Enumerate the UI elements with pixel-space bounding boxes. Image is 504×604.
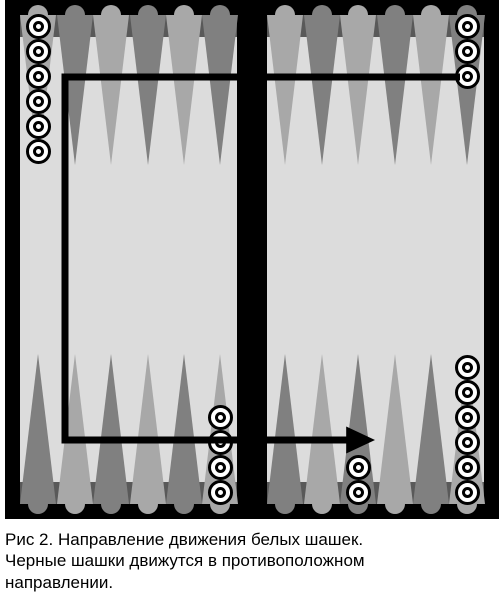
checker (26, 89, 51, 114)
checker (455, 355, 480, 380)
checker (26, 139, 51, 164)
caption-line-1: Рис 2. Направление движения белых шашек. (5, 530, 363, 549)
checker (455, 64, 480, 89)
figure-caption: Рис 2. Направление движения белых шашек.… (5, 529, 499, 593)
checker (208, 430, 233, 455)
checker (455, 405, 480, 430)
checker (26, 14, 51, 39)
checker (26, 114, 51, 139)
figure-wrapper: Рис 2. Направление движения белых шашек.… (0, 0, 504, 593)
checker (208, 455, 233, 480)
checker (346, 480, 371, 505)
checker (455, 380, 480, 405)
caption-line-2: Черные шашки движутся в противоположном (5, 551, 365, 570)
checker (26, 39, 51, 64)
checker (455, 430, 480, 455)
checker (208, 480, 233, 505)
checker (208, 405, 233, 430)
caption-line-3: направлении. (5, 573, 113, 592)
checker (346, 455, 371, 480)
checker (455, 14, 480, 39)
checker (455, 455, 480, 480)
checker (26, 64, 51, 89)
backgammon-board (5, 0, 499, 519)
checker (455, 39, 480, 64)
checker (455, 480, 480, 505)
